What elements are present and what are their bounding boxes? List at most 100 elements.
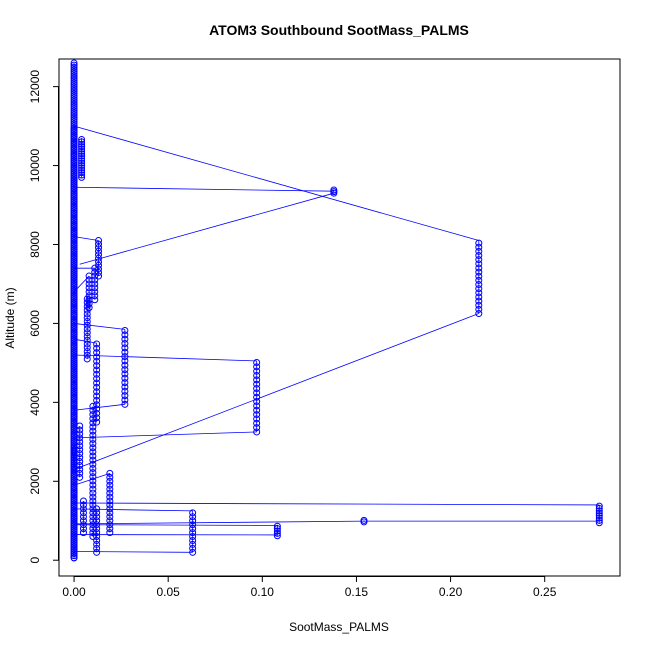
data-point: [83, 306, 91, 314]
data-point: [70, 547, 78, 555]
data-point: [106, 469, 114, 477]
data-point: [89, 501, 97, 509]
data-point: [70, 289, 78, 297]
data-point: [89, 485, 97, 493]
data-point: [91, 268, 99, 276]
data-point: [70, 550, 78, 558]
y-tick-label: 10000: [28, 149, 42, 183]
plot-frame: [58, 58, 621, 577]
data-point: [70, 500, 78, 508]
data-point: [70, 161, 78, 169]
data-point: [121, 357, 129, 365]
data-point: [70, 148, 78, 156]
y-tick-label: 4000: [28, 389, 42, 416]
data-point: [70, 135, 78, 143]
series-connector: [73, 236, 99, 241]
data-point: [70, 328, 78, 336]
data-point: [89, 529, 97, 537]
data-point: [85, 276, 93, 284]
data-point: [93, 362, 101, 370]
data-point: [89, 452, 97, 460]
data-point: [78, 159, 86, 167]
data-point: [83, 310, 91, 318]
data-point: [78, 154, 86, 162]
series-connector: [74, 186, 334, 192]
data-point: [70, 269, 78, 277]
data-point: [78, 173, 86, 181]
data-point: [70, 332, 78, 340]
data-point: [121, 387, 129, 395]
data-point: [475, 310, 483, 318]
data-point: [70, 81, 78, 89]
data-point: [70, 178, 78, 186]
data-point: [70, 259, 78, 267]
data-point: [89, 513, 97, 521]
data-point: [70, 98, 78, 106]
data-point: [89, 464, 97, 472]
series-connector: [73, 125, 479, 241]
data-point: [595, 516, 603, 524]
data-point: [70, 309, 78, 317]
data-point: [83, 314, 91, 322]
data-point: [70, 241, 78, 249]
data-point: [70, 165, 78, 173]
data-point: [70, 265, 78, 273]
data-point: [76, 422, 84, 430]
series-connector: [74, 520, 364, 525]
data-point: [70, 385, 78, 393]
data-point: [93, 383, 101, 391]
data-point: [189, 544, 197, 552]
data-point: [595, 509, 603, 517]
data-point: [70, 267, 78, 275]
data-point: [70, 313, 78, 321]
data-point: [70, 419, 78, 427]
data-point: [95, 237, 103, 245]
data-point: [253, 380, 261, 388]
x-tick-label: 0.05: [157, 585, 181, 599]
data-point: [93, 357, 101, 365]
data-point: [70, 363, 78, 371]
data-point: [70, 302, 78, 310]
data-point: [70, 83, 78, 91]
data-point: [95, 258, 103, 266]
data-point: [70, 68, 78, 76]
data-point: [70, 304, 78, 312]
data-point: [70, 226, 78, 234]
data-point: [70, 154, 78, 162]
data-point: [70, 413, 78, 421]
data-point: [70, 63, 78, 71]
data-point: [70, 536, 78, 544]
data-point: [106, 525, 114, 533]
data-point: [70, 510, 78, 518]
x-tick-label: 0.20: [439, 585, 463, 599]
series-connector: [74, 323, 125, 330]
data-point: [70, 204, 78, 212]
data-point: [121, 344, 129, 352]
data-point: [475, 239, 483, 247]
data-point: [70, 144, 78, 152]
data-point: [70, 545, 78, 553]
data-point: [70, 94, 78, 102]
data-point: [89, 415, 97, 423]
data-point: [70, 230, 78, 238]
data-point: [70, 211, 78, 219]
data-point: [475, 272, 483, 280]
data-point: [70, 358, 78, 366]
data-point: [70, 526, 78, 534]
data-point: [70, 502, 78, 510]
data-point: [78, 150, 86, 158]
data-point: [70, 376, 78, 384]
data-point: [78, 164, 86, 172]
data-point: [121, 353, 129, 361]
data-point: [70, 246, 78, 254]
data-point: [253, 424, 261, 432]
data-point: [70, 170, 78, 178]
data-point: [189, 517, 197, 525]
data-point: [70, 554, 78, 562]
data-point: [70, 152, 78, 160]
data-point: [83, 299, 91, 307]
data-point: [89, 444, 97, 452]
data-point: [78, 162, 86, 170]
data-point: [70, 387, 78, 395]
data-point: [95, 272, 103, 280]
